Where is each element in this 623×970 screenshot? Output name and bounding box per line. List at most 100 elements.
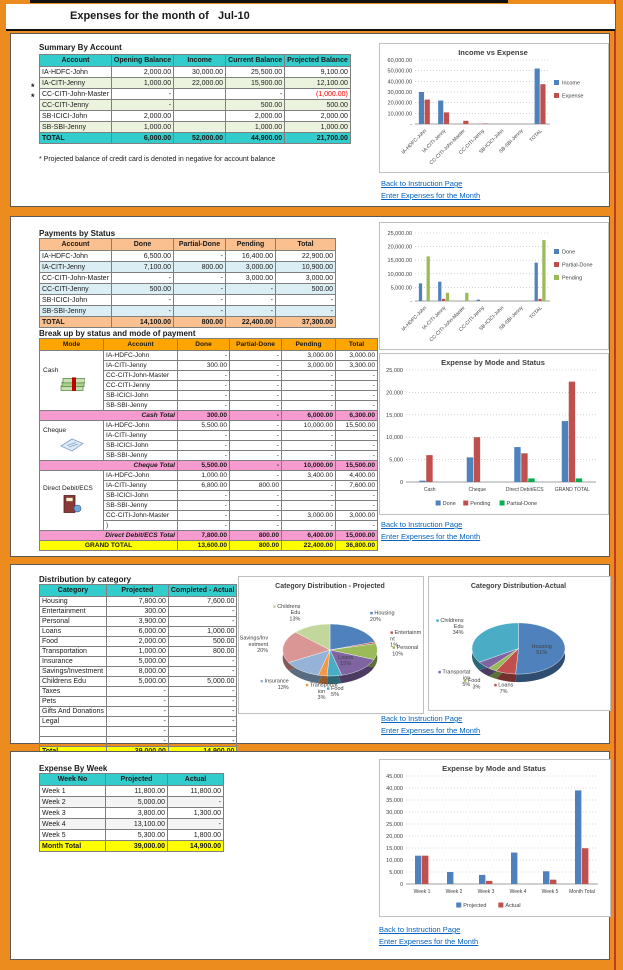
- cell[interactable]: CC-CITI-Jenny: [103, 380, 178, 391]
- cell[interactable]: 500.00: [275, 283, 336, 295]
- back-to-instruction-link[interactable]: Back to Instruction Page: [381, 179, 463, 188]
- cell[interactable]: SB-ICICI-John: [103, 390, 178, 401]
- column-header[interactable]: Current Balance: [225, 54, 286, 67]
- cell[interactable]: -: [110, 88, 175, 100]
- cell[interactable]: -: [335, 390, 378, 401]
- cell[interactable]: -: [229, 360, 282, 371]
- cell[interactable]: -: [173, 283, 226, 295]
- cell[interactable]: -: [105, 716, 169, 727]
- cell[interactable]: SB-ICICI-John: [39, 294, 112, 306]
- cell[interactable]: Week 3: [39, 807, 106, 819]
- cell[interactable]: -: [281, 370, 336, 381]
- cell[interactable]: -: [335, 490, 378, 501]
- column-header[interactable]: Projected Balance: [284, 54, 351, 67]
- cell[interactable]: TOTAL: [39, 316, 112, 328]
- cell[interactable]: CC-CITI-Jenny: [39, 99, 112, 111]
- cell[interactable]: 800.00: [229, 480, 282, 491]
- cell[interactable]: -: [167, 686, 238, 697]
- cell[interactable]: 5,000.00: [105, 796, 168, 808]
- cell[interactable]: IA-HDFC-John: [39, 66, 112, 78]
- mode-cell[interactable]: Cheque: [39, 420, 104, 461]
- cell[interactable]: -: [177, 440, 230, 451]
- column-header[interactable]: Partial-Done: [173, 238, 226, 251]
- cell[interactable]: -: [177, 390, 230, 401]
- cell[interactable]: IA-HDFC-John: [103, 470, 178, 481]
- column-header[interactable]: Partial-Done: [229, 338, 282, 351]
- cell[interactable]: IA-CITI-Jenny: [39, 261, 112, 273]
- cell[interactable]: IA-HDFC-John: [103, 420, 178, 431]
- cell[interactable]: 800.00: [229, 540, 282, 551]
- cell[interactable]: 7,800.00: [105, 596, 169, 607]
- page-title-month[interactable]: Jul-10: [218, 10, 250, 22]
- column-header[interactable]: Account: [39, 54, 112, 67]
- cell[interactable]: -: [335, 380, 378, 391]
- cell[interactable]: -: [177, 490, 230, 501]
- cell[interactable]: -: [167, 716, 238, 727]
- cell[interactable]: 3,000.00: [281, 510, 336, 521]
- cell[interactable]: 500.00: [284, 99, 351, 111]
- cell[interactable]: -: [335, 430, 378, 441]
- cell[interactable]: 3,000.00: [281, 360, 336, 371]
- cell[interactable]: -: [229, 400, 282, 411]
- cell[interactable]: 5,500.00: [177, 420, 230, 431]
- cell[interactable]: (1,000.00): [284, 88, 351, 100]
- cell[interactable]: 2,000.00: [105, 636, 169, 647]
- cell[interactable]: 5,000.00: [105, 676, 169, 687]
- cell[interactable]: -: [177, 380, 230, 391]
- cell[interactable]: 10,000.00: [281, 420, 336, 431]
- cell[interactable]: CC-CITI-John-Master: [39, 272, 112, 284]
- cell[interactable]: 16,400.00: [225, 250, 276, 262]
- cell[interactable]: Week 2: [39, 796, 106, 808]
- cell[interactable]: IA-HDFC-John: [39, 250, 112, 262]
- cell[interactable]: Housing: [39, 596, 107, 607]
- cell[interactable]: 5,500.00: [177, 460, 230, 471]
- cell[interactable]: -: [229, 450, 282, 461]
- cell[interactable]: -: [225, 294, 276, 306]
- cell[interactable]: -: [177, 450, 230, 461]
- cell[interactable]: 800.00: [229, 530, 282, 541]
- cell[interactable]: 3,000.00: [275, 272, 336, 284]
- cell[interactable]: SB-SBI-Jenny: [103, 400, 178, 411]
- cell[interactable]: 8,000.00: [105, 666, 169, 677]
- cell[interactable]: 3,300.00: [335, 360, 378, 371]
- cell[interactable]: -: [281, 400, 336, 411]
- cell[interactable]: 11,800.00: [167, 785, 224, 797]
- cell[interactable]: Week 4: [39, 818, 106, 830]
- cell[interactable]: IA-CITI-Jenny: [103, 480, 178, 491]
- cell[interactable]: SB-SBI-Jenny: [103, 450, 178, 461]
- cell[interactable]: [173, 88, 227, 100]
- cell[interactable]: TOTAL: [39, 132, 112, 144]
- cell[interactable]: -: [229, 440, 282, 451]
- mode-cell[interactable]: Direct Debit/ECS: [39, 470, 104, 531]
- cell[interactable]: 3,000.00: [225, 261, 276, 273]
- cell[interactable]: -: [167, 796, 224, 808]
- cell[interactable]: -: [167, 736, 238, 747]
- column-header[interactable]: Opening Balance: [110, 54, 175, 67]
- cell[interactable]: 5,000.00: [167, 676, 238, 687]
- cell[interactable]: -: [167, 818, 224, 830]
- cell[interactable]: -: [281, 500, 336, 511]
- cell[interactable]: [173, 121, 227, 133]
- column-header[interactable]: Actual: [167, 773, 224, 786]
- cell[interactable]: [173, 99, 227, 111]
- cell[interactable]: 5,000.00: [105, 656, 169, 667]
- cell[interactable]: -: [111, 305, 174, 317]
- cell[interactable]: -: [177, 430, 230, 441]
- cell[interactable]: 22,000.00: [173, 77, 227, 89]
- column-header[interactable]: Total: [275, 238, 336, 251]
- cell[interactable]: IA-CITI-Jenny: [39, 77, 112, 89]
- cell[interactable]: -: [225, 88, 286, 100]
- cell[interactable]: 30,000.00: [173, 66, 227, 78]
- cell[interactable]: -: [177, 350, 230, 361]
- cell[interactable]: -: [281, 480, 336, 491]
- cell[interactable]: 300.00: [105, 606, 169, 617]
- cell[interactable]: -: [229, 370, 282, 381]
- subtotal-label[interactable]: Direct Debit/ECS Total: [39, 530, 178, 541]
- cell[interactable]: 300.00: [177, 410, 230, 421]
- cell[interactable]: Week 5: [39, 829, 106, 841]
- column-header[interactable]: Projected: [105, 773, 168, 786]
- cell[interactable]: [173, 110, 227, 122]
- cell[interactable]: 1,300.00: [167, 807, 224, 819]
- cell[interactable]: 1,000.00: [105, 646, 169, 657]
- cell[interactable]: 6,000.00: [110, 132, 175, 144]
